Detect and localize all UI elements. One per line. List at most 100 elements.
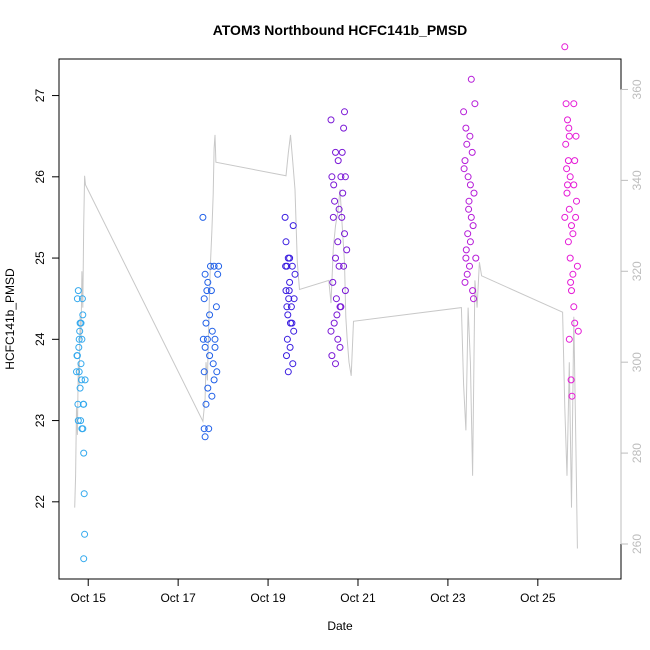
- data-point: [335, 262, 343, 270]
- data-point: [208, 327, 216, 335]
- series-5: [460, 75, 480, 303]
- data-point: [568, 392, 576, 400]
- data-point: [212, 303, 220, 311]
- data-point: [467, 213, 475, 221]
- data-point: [465, 197, 473, 205]
- series-1: [73, 287, 89, 563]
- y-tick-label: 25: [33, 251, 47, 265]
- data-point: [461, 157, 469, 165]
- data-point: [335, 205, 343, 213]
- data-point: [466, 238, 474, 246]
- data-point: [332, 295, 340, 303]
- y2-tick-label: 320: [630, 261, 644, 281]
- data-point: [213, 368, 221, 376]
- data-point: [199, 213, 207, 221]
- x-tick-label: Oct 17: [160, 591, 196, 605]
- y-axis: 22 23 24 25 26 27: [33, 89, 60, 509]
- data-point: [214, 270, 222, 278]
- data-point: [75, 335, 83, 343]
- data-point: [201, 270, 209, 278]
- data-point: [290, 327, 298, 335]
- data-point: [74, 417, 82, 425]
- data-point: [282, 262, 290, 270]
- data-point: [338, 148, 346, 156]
- data-point: [470, 189, 478, 197]
- plot-frame: [58, 58, 622, 580]
- y-tick-label: 22: [33, 495, 47, 509]
- data-point: [328, 173, 336, 181]
- data-point: [574, 327, 582, 335]
- data-point: [562, 100, 570, 108]
- x-axis: Oct 15 Oct 17 Oct 19 Oct 21 Oct 23 Oct 25: [71, 578, 556, 605]
- data-point: [73, 295, 81, 303]
- data-point: [207, 287, 215, 295]
- data-point: [466, 262, 473, 270]
- data-point: [340, 262, 348, 270]
- data-point: [76, 384, 84, 392]
- data-point: [464, 173, 472, 181]
- data-point: [78, 335, 86, 343]
- secondary-line-layer: [74, 134, 578, 549]
- data-point: [209, 360, 217, 368]
- data-point: [566, 254, 574, 262]
- data-point: [334, 238, 342, 246]
- data-point: [466, 181, 474, 189]
- data-point: [211, 335, 219, 343]
- data-point: [203, 287, 211, 295]
- data-point: [205, 425, 213, 433]
- data-point: [336, 343, 344, 351]
- data-point: [76, 327, 84, 335]
- data-point: [208, 392, 216, 400]
- data-point: [567, 376, 575, 384]
- data-point: [562, 140, 570, 148]
- data-point: [330, 319, 338, 327]
- data-point: [569, 230, 577, 238]
- data-point: [202, 319, 210, 327]
- data-point: [75, 343, 83, 351]
- data-point: [572, 213, 580, 221]
- data-point: [462, 124, 470, 132]
- data-point: [210, 376, 218, 384]
- data-point: [573, 262, 581, 270]
- data-point: [78, 425, 86, 433]
- data-point: [339, 189, 347, 197]
- data-point: [284, 368, 292, 376]
- data-point: [199, 335, 207, 343]
- data-point: [284, 311, 292, 319]
- data-point: [289, 360, 297, 368]
- data-point: [341, 173, 349, 181]
- data-point: [565, 205, 573, 213]
- data-point: [330, 181, 338, 189]
- chart-title: ATOM3 Northbound HCFC141b_PMSD: [213, 22, 468, 38]
- data-point: [206, 352, 214, 360]
- data-point: [287, 303, 295, 311]
- series-3: [281, 213, 299, 376]
- data-point: [77, 319, 85, 327]
- data-point: [281, 213, 289, 221]
- data-point: [78, 295, 86, 303]
- data-point: [289, 222, 297, 230]
- data-point: [215, 262, 223, 270]
- data-point: [79, 311, 87, 319]
- data-point: [343, 246, 351, 254]
- x-tick-label: Oct 15: [71, 591, 107, 605]
- y2-tick-label: 340: [630, 170, 644, 190]
- data-point: [286, 343, 294, 351]
- series-6: [561, 43, 582, 400]
- data-point: [80, 449, 88, 457]
- y-tick-label: 27: [33, 89, 47, 103]
- data-point: [571, 157, 579, 165]
- data-point: [565, 132, 573, 140]
- data-point: [285, 287, 293, 295]
- y-tick-label: 26: [33, 170, 47, 184]
- data-point: [285, 295, 293, 303]
- data-point: [327, 116, 335, 124]
- data-point: [462, 254, 470, 262]
- data-point: [334, 157, 342, 165]
- data-point: [564, 181, 571, 189]
- series-2: [199, 213, 223, 441]
- points-layer: [73, 43, 582, 563]
- data-point: [200, 368, 208, 376]
- data-point: [80, 490, 88, 498]
